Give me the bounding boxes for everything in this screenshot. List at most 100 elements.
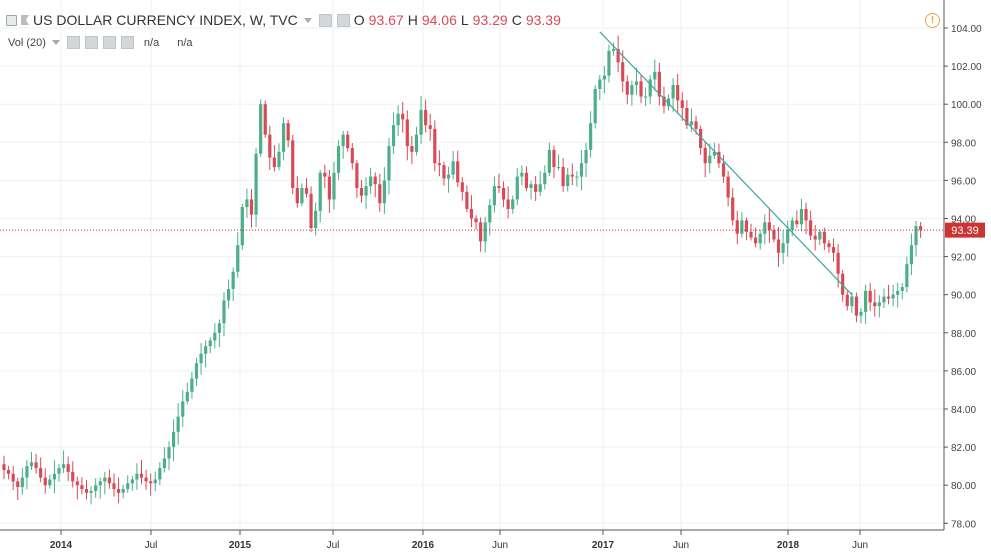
candle-body xyxy=(598,79,602,89)
candle-body xyxy=(676,85,680,101)
volume-close-icon[interactable] xyxy=(120,36,134,49)
high-label: H xyxy=(407,12,418,28)
candle-body xyxy=(103,477,107,482)
candle-body xyxy=(11,473,15,482)
candle-body xyxy=(359,188,364,196)
candle-body xyxy=(336,146,341,173)
candle-body xyxy=(291,140,295,189)
price-axis[interactable] xyxy=(944,0,991,557)
flag-icon[interactable] xyxy=(21,15,29,25)
x-tick-label: 2017 xyxy=(592,540,615,551)
candle-body xyxy=(556,167,561,169)
volume-settings-icon[interactable] xyxy=(66,36,80,49)
candle-body xyxy=(864,290,868,312)
candle-body xyxy=(355,163,359,189)
volume-value-2: n/a xyxy=(177,36,193,49)
candle-body xyxy=(94,485,98,491)
candle-body xyxy=(382,180,386,204)
symbol-title[interactable]: US DOLLAR CURRENCY INDEX, W, TVC xyxy=(33,12,298,28)
open-value: 93.67 xyxy=(368,12,404,28)
candle-body xyxy=(566,174,570,187)
eye-icon[interactable] xyxy=(336,13,350,27)
candle-body xyxy=(144,477,148,482)
candle-body xyxy=(286,123,290,141)
candle-body xyxy=(735,220,739,234)
candle-body xyxy=(905,264,909,288)
collapse-icon[interactable] xyxy=(6,14,17,26)
candle-body xyxy=(410,146,414,152)
settings-icon[interactable] xyxy=(318,13,332,27)
candle-body xyxy=(460,182,464,192)
candle-body xyxy=(529,184,533,189)
volume-eye-icon[interactable] xyxy=(84,36,98,49)
candle-body xyxy=(204,346,208,354)
candle-body xyxy=(841,273,845,295)
last-price-badge: 93.39 xyxy=(945,222,985,238)
candle-body xyxy=(694,121,698,129)
candle-body xyxy=(767,222,771,230)
candle-body xyxy=(717,151,721,164)
candle-body xyxy=(611,48,616,51)
candle-body xyxy=(607,50,611,76)
candle-body xyxy=(579,163,584,177)
candle-body xyxy=(497,186,501,189)
candle-body xyxy=(648,79,652,97)
candle-body xyxy=(364,186,368,196)
candle-body xyxy=(149,481,153,484)
candle-body xyxy=(217,323,222,333)
candle-body xyxy=(703,148,707,164)
candle-body xyxy=(57,468,61,474)
candle-body xyxy=(845,294,849,307)
candle-body xyxy=(213,332,217,341)
candle-body xyxy=(130,479,134,484)
candle-body xyxy=(323,172,327,177)
candle-body xyxy=(479,222,483,242)
candle-body xyxy=(602,75,606,80)
candle-body xyxy=(909,245,914,265)
x-tick-label: Jul xyxy=(327,540,340,551)
candle-body xyxy=(176,416,180,432)
candle-body xyxy=(387,146,391,181)
candle-body xyxy=(226,288,231,301)
candle-body xyxy=(66,464,70,472)
candle-body xyxy=(369,176,373,187)
candle-body xyxy=(873,302,877,307)
candle-body xyxy=(318,172,322,211)
candle-body xyxy=(158,468,162,480)
candle-body xyxy=(346,134,350,149)
candle-body xyxy=(799,208,804,225)
volume-chevron-down-icon[interactable] xyxy=(51,40,60,45)
candle-body xyxy=(662,96,666,107)
candle-body xyxy=(818,231,822,240)
chevron-down-icon[interactable] xyxy=(303,17,312,23)
candle-body xyxy=(900,287,904,291)
candle-body xyxy=(538,184,542,192)
candle-body xyxy=(451,161,455,175)
candle-body xyxy=(666,98,671,107)
candle-body xyxy=(121,489,125,493)
alert-icon[interactable]: ! xyxy=(925,13,940,28)
candle-body xyxy=(831,247,836,253)
candle-body xyxy=(506,199,510,209)
candle-body xyxy=(171,431,176,448)
y-tick-label: 98.00 xyxy=(951,138,976,149)
candle-body xyxy=(524,172,529,189)
y-tick-label: 82.00 xyxy=(951,443,976,454)
candle-body xyxy=(456,161,460,183)
candle-body xyxy=(373,176,377,185)
candle-body xyxy=(721,163,726,177)
volume-label[interactable]: Vol (20) xyxy=(8,36,46,49)
candle-body xyxy=(886,296,891,299)
candle-body xyxy=(630,85,634,95)
candle-body xyxy=(259,104,263,154)
candle-body xyxy=(401,113,405,120)
candle-body xyxy=(300,188,304,204)
candle-body xyxy=(208,340,212,347)
candle-body xyxy=(877,302,881,307)
trendline[interactable] xyxy=(599,31,853,296)
y-tick-label: 102.00 xyxy=(951,62,982,73)
candle-body xyxy=(593,88,597,124)
candle-body xyxy=(813,235,817,240)
volume-add-icon[interactable] xyxy=(102,36,116,49)
